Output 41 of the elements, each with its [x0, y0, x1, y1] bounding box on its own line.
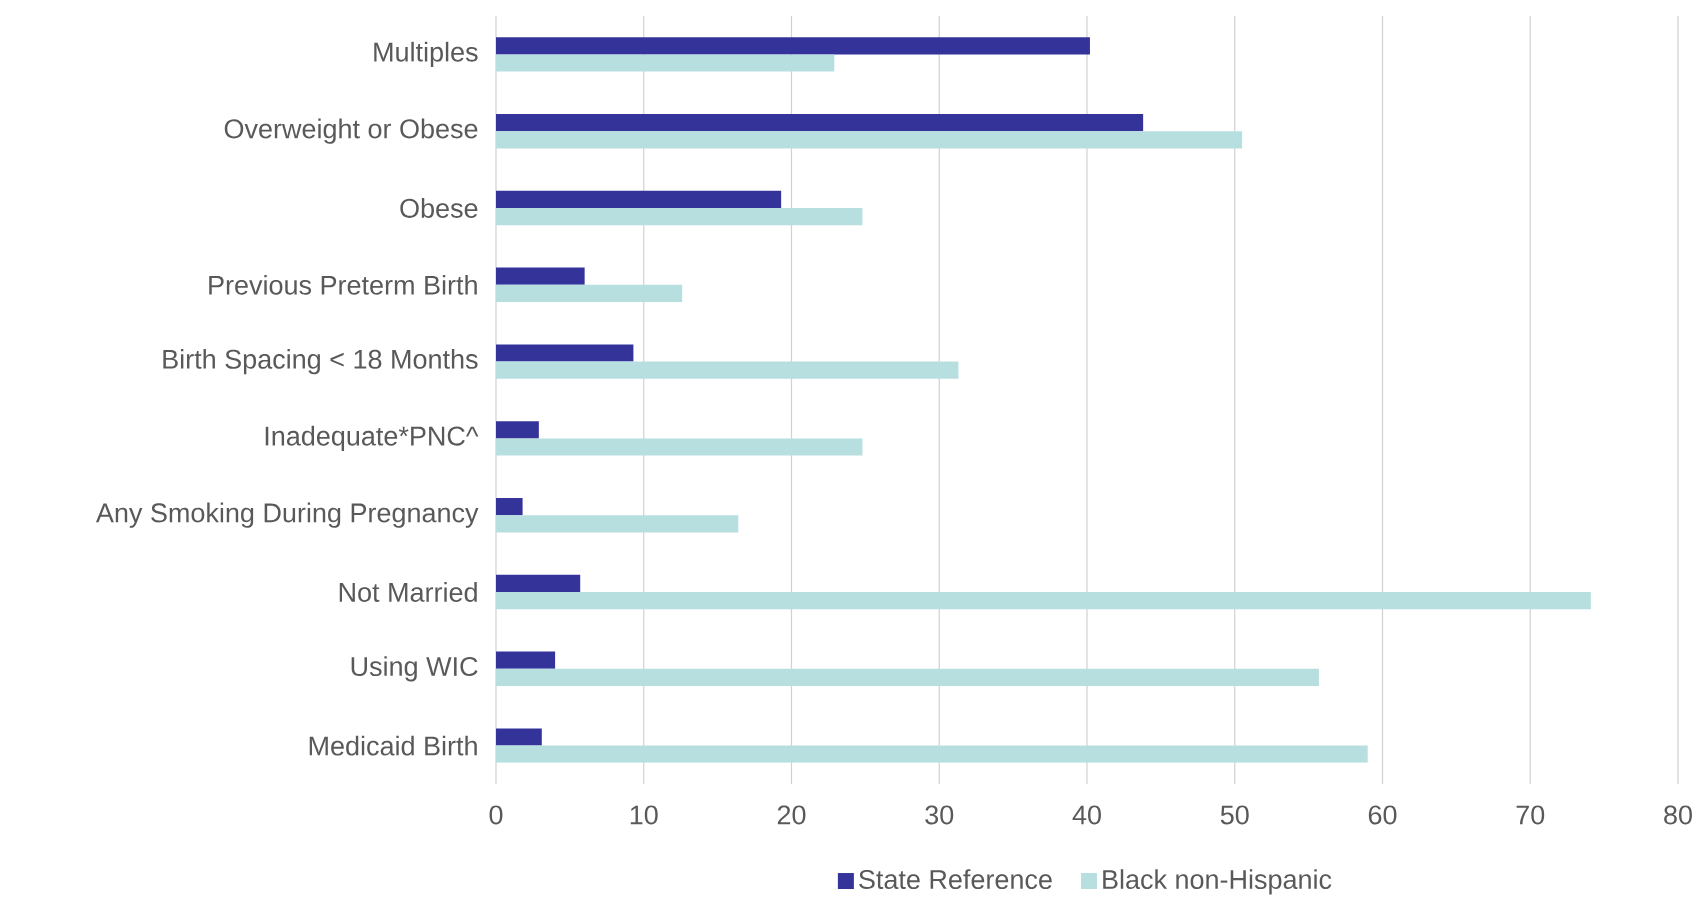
- y-tick-label: Overweight or Obese: [224, 118, 478, 144]
- y-tick-label: Birth Spacing < 18 Months: [163, 349, 478, 375]
- y-tick-label: Not Married: [339, 582, 477, 602]
- x-tick-label: 0: [489, 805, 503, 825]
- y-tick-label: Previous Preterm Birth: [209, 274, 477, 295]
- bar: [495, 284, 683, 303]
- bar: [495, 114, 1144, 132]
- y-tick-label: Medicaid Birth: [309, 735, 477, 756]
- x-tick-label: 50: [1220, 805, 1249, 825]
- y-tick-label: Obese: [400, 198, 478, 218]
- x-tick-label: 20: [777, 805, 806, 825]
- x-tick-label: 40: [1072, 805, 1101, 825]
- x-tick-label: 70: [1516, 805, 1545, 825]
- x-tick-label: 80: [1664, 805, 1692, 825]
- x-tick-label: 10: [630, 805, 658, 825]
- bar: [495, 361, 959, 379]
- y-tick-label: Inadequate*PNC^: [265, 425, 479, 451]
- bar: [495, 574, 581, 593]
- bar: [495, 438, 863, 456]
- y-tick-label: Any Smoking During Pregnancy: [95, 502, 479, 528]
- bar: [495, 37, 1090, 55]
- bar: [495, 54, 835, 72]
- bar: [495, 668, 1319, 687]
- bar: [495, 592, 1591, 610]
- bar: [495, 421, 539, 439]
- bar: [495, 745, 1368, 763]
- y-tick-label: Multiples: [374, 41, 478, 67]
- bar: [495, 190, 782, 208]
- y-tick-label: Using WIC: [351, 656, 478, 682]
- bar: [495, 267, 585, 285]
- bar: [495, 651, 556, 669]
- bar: [495, 208, 863, 226]
- legend-label: Black non-Hispanic: [1103, 869, 1332, 895]
- bar: [495, 344, 634, 362]
- bar: [495, 728, 542, 746]
- x-tick-label: 60: [1368, 805, 1397, 825]
- bar: [495, 515, 739, 533]
- bar: [495, 131, 1243, 149]
- x-tick-label: 30: [925, 805, 954, 825]
- legend-label: State Reference: [859, 869, 1052, 890]
- bar: [495, 498, 523, 516]
